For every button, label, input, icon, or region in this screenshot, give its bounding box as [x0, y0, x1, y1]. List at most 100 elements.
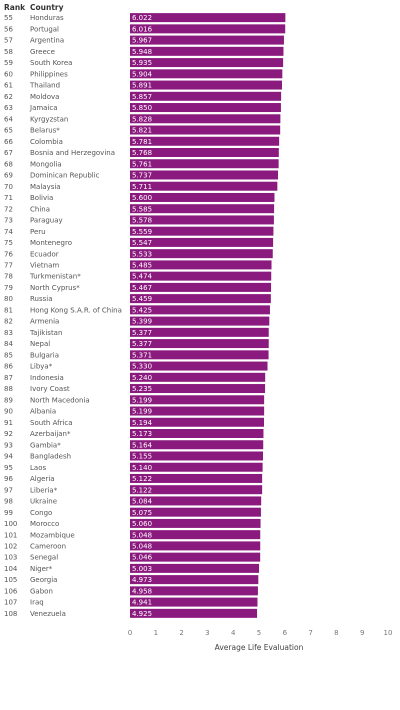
bar[interactable] — [130, 125, 281, 135]
chart-row: 62 Moldova 5.857 — [4, 91, 282, 101]
bar[interactable] — [130, 46, 284, 56]
bar[interactable] — [130, 181, 278, 191]
bar[interactable] — [130, 260, 272, 270]
chart-row: 71 Bolivia 5.600 — [4, 192, 275, 202]
rank-label: 101 — [4, 531, 17, 539]
chart-row: 76 Ecuador 5.533 — [4, 249, 273, 258]
bar[interactable] — [130, 114, 281, 124]
bar[interactable] — [130, 462, 263, 472]
bar[interactable] — [130, 361, 268, 371]
rank-label: 93 — [4, 441, 13, 449]
bar[interactable] — [130, 58, 284, 68]
bar[interactable] — [130, 271, 272, 281]
country-label: China — [30, 205, 50, 213]
bar[interactable] — [130, 530, 261, 540]
country-label: Liberia* — [30, 486, 58, 494]
bar[interactable] — [130, 473, 263, 483]
rank-label: 81 — [4, 306, 13, 314]
rank-label: 94 — [4, 453, 13, 461]
country-label: Paraguay — [30, 217, 63, 225]
x-tick-label: 4 — [231, 629, 236, 637]
bar[interactable] — [130, 417, 265, 427]
bar-value-label: 5.003 — [132, 565, 152, 573]
bar[interactable] — [130, 226, 274, 236]
bar[interactable] — [130, 563, 260, 573]
chart-row: 99 Congo 5.075 — [4, 507, 261, 517]
bar[interactable] — [130, 507, 261, 517]
bar[interactable] — [130, 327, 269, 337]
chart-row: 55 Honduras 6.022 — [4, 13, 286, 23]
chart-row: 105 Georgia 4.973 — [4, 575, 259, 585]
bar[interactable] — [130, 136, 280, 146]
rank-label: 65 — [4, 127, 13, 135]
bar-value-label: 4.941 — [132, 599, 152, 607]
bar[interactable] — [130, 406, 265, 416]
country-label: Georgia — [30, 576, 57, 584]
bar[interactable] — [130, 440, 264, 450]
rank-label: 56 — [4, 25, 13, 33]
bar[interactable] — [130, 496, 262, 506]
bar[interactable] — [130, 350, 269, 360]
bar[interactable] — [130, 35, 284, 45]
bar[interactable] — [130, 429, 264, 438]
chart-row: 101 Mozambique 5.048 — [4, 530, 261, 540]
rank-label: 97 — [4, 486, 13, 494]
rank-label: 95 — [4, 464, 13, 472]
bar[interactable] — [130, 170, 279, 180]
country-label: Bolivia — [30, 194, 53, 202]
bar[interactable] — [130, 395, 265, 405]
rank-label: 58 — [4, 48, 13, 56]
bar-value-label: 6.016 — [132, 25, 153, 33]
bar-value-label: 5.377 — [132, 329, 152, 337]
bar[interactable] — [130, 485, 263, 495]
bar[interactable] — [130, 372, 266, 382]
bar[interactable] — [130, 159, 279, 169]
bar[interactable] — [130, 69, 283, 79]
bar[interactable] — [130, 204, 275, 214]
bar[interactable] — [130, 80, 282, 90]
bar-value-label: 5.761 — [132, 160, 152, 168]
chart-row: 102 Cameroon 5.048 — [4, 541, 261, 551]
bar[interactable] — [130, 215, 274, 225]
country-label: Philippines — [30, 70, 68, 78]
bar-value-label: 5.084 — [132, 498, 153, 506]
bar[interactable] — [130, 541, 261, 551]
rank-label: 91 — [4, 419, 13, 427]
bar-value-label: 5.048 — [132, 531, 152, 539]
rank-label: 99 — [4, 509, 13, 517]
country-label: Senegal — [30, 554, 58, 562]
bar-value-label: 5.371 — [132, 351, 152, 359]
country-label: Azerbaijan* — [30, 430, 71, 438]
country-label: Bangladesh — [30, 453, 71, 461]
bar[interactable] — [130, 294, 271, 304]
bar[interactable] — [130, 192, 275, 202]
bar[interactable] — [130, 608, 258, 618]
x-tick-label: 1 — [154, 629, 158, 637]
bar[interactable] — [130, 91, 282, 101]
bar[interactable] — [130, 103, 281, 113]
bar[interactable] — [130, 552, 261, 562]
bar[interactable] — [130, 13, 286, 23]
bar[interactable] — [130, 518, 261, 528]
bar[interactable] — [130, 249, 273, 259]
bar[interactable] — [130, 384, 266, 394]
bar[interactable] — [130, 339, 269, 349]
rank-column-header: Rank — [4, 3, 26, 12]
bar[interactable] — [130, 24, 286, 34]
bar[interactable] — [130, 451, 263, 461]
bar[interactable] — [130, 597, 258, 607]
x-tick-label: 9 — [360, 629, 364, 637]
bar[interactable] — [130, 237, 274, 247]
bar[interactable] — [130, 575, 259, 585]
country-label: Ecuador — [30, 250, 59, 258]
chart-row: 61 Thailand 5.891 — [4, 80, 282, 90]
chart-row: 104 Niger* 5.003 — [4, 563, 260, 573]
rank-label: 83 — [4, 329, 13, 337]
bar[interactable] — [130, 586, 258, 596]
chart-row: 70 Malaysia 5.711 — [4, 181, 278, 191]
bar-value-label: 5.485 — [132, 262, 152, 270]
bar[interactable] — [130, 282, 272, 292]
bar[interactable] — [130, 316, 270, 326]
bar[interactable] — [130, 148, 279, 157]
bar[interactable] — [130, 305, 270, 315]
